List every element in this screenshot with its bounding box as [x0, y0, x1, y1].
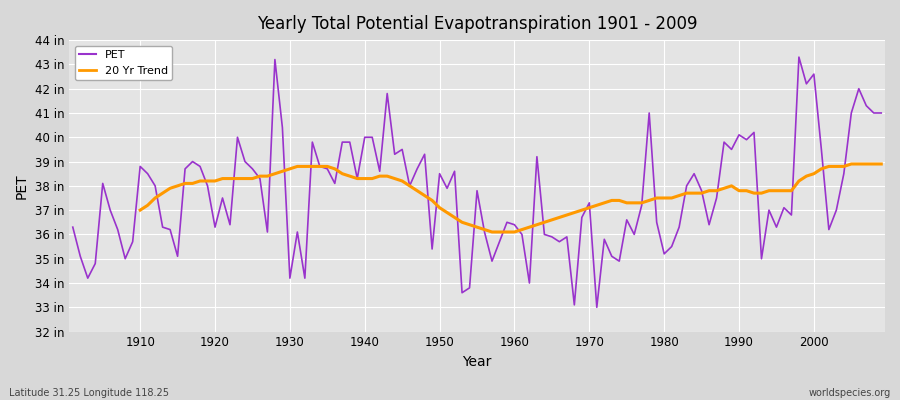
Text: worldspecies.org: worldspecies.org — [809, 388, 891, 398]
X-axis label: Year: Year — [463, 355, 491, 369]
Legend: PET, 20 Yr Trend: PET, 20 Yr Trend — [75, 46, 172, 80]
Y-axis label: PET: PET — [15, 173, 29, 199]
Text: Latitude 31.25 Longitude 118.25: Latitude 31.25 Longitude 118.25 — [9, 388, 169, 398]
Title: Yearly Total Potential Evapotranspiration 1901 - 2009: Yearly Total Potential Evapotranspiratio… — [256, 15, 698, 33]
